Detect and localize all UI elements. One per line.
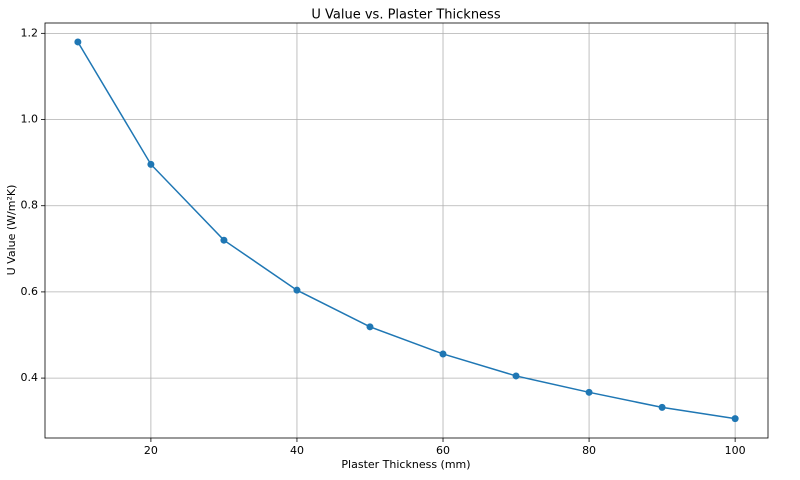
x-tick-label: 80 <box>582 444 596 457</box>
data-point <box>293 286 301 294</box>
x-axis-label: Plaster Thickness (mm) <box>341 458 470 471</box>
chart-title: U Value vs. Plaster Thickness <box>311 8 500 23</box>
y-tick-label: 0.6 <box>21 285 39 298</box>
data-point <box>366 323 374 331</box>
y-tick-label: 1.0 <box>21 113 39 126</box>
data-point <box>585 388 593 396</box>
y-tick-label: 0.8 <box>21 199 39 212</box>
y-tick-label: 0.4 <box>21 371 39 384</box>
data-point <box>147 160 155 168</box>
data-point <box>74 38 82 46</box>
x-tick-label: 100 <box>725 444 746 457</box>
x-tick-label: 40 <box>290 444 304 457</box>
plot-frame <box>44 22 769 439</box>
x-tick-label: 60 <box>436 444 450 457</box>
x-tick-label: 20 <box>144 444 158 457</box>
data-point <box>658 403 666 411</box>
data-point <box>512 372 520 380</box>
data-line <box>77 41 736 420</box>
data-point <box>439 350 447 358</box>
y-tick-label: 1.2 <box>21 26 39 39</box>
data-point <box>731 415 739 423</box>
data-point <box>220 236 228 244</box>
y-axis-label: U Value (W/m²K) <box>5 185 18 276</box>
